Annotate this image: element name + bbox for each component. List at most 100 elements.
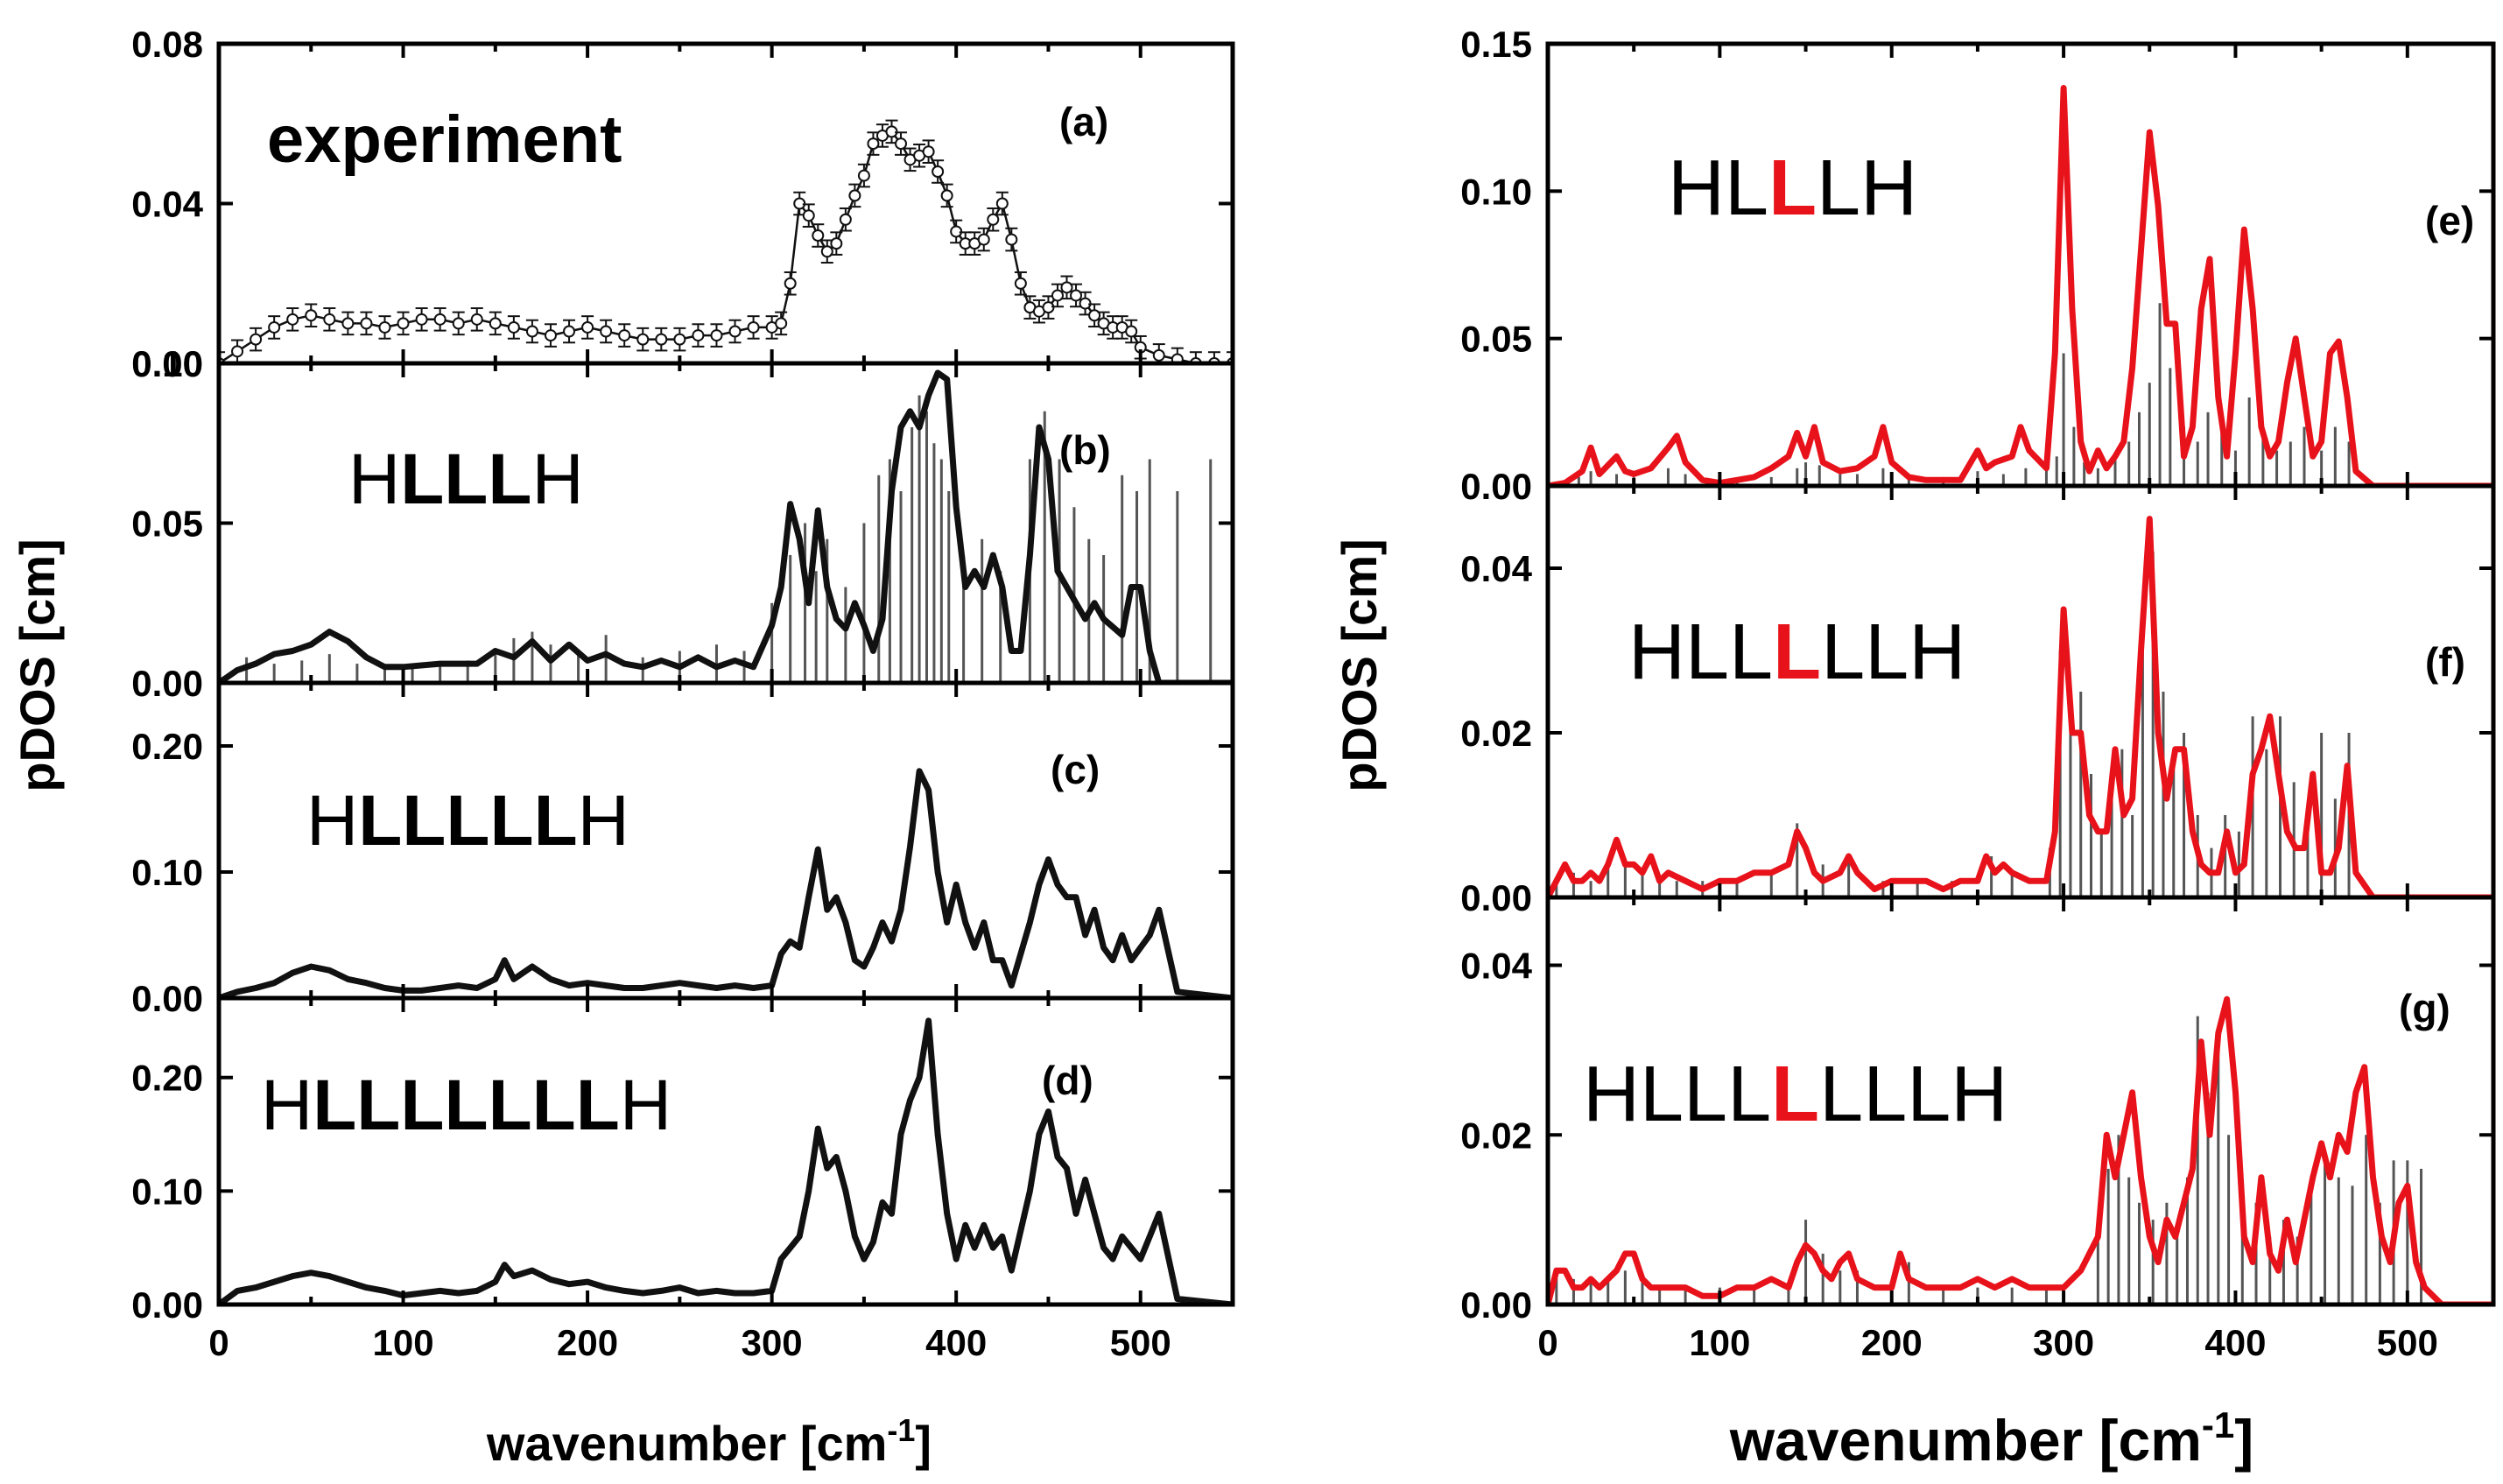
- panel-d-title-part: LLLLLLL: [313, 1066, 620, 1145]
- panel-c-tag: (c): [1051, 747, 1100, 792]
- panel-g-title: HLLLLLLLH: [1583, 1051, 2007, 1138]
- panel-d-ytick-label: 0.00: [131, 1284, 203, 1326]
- panel-a-tag: (a): [1059, 99, 1108, 144]
- panel-a-data-point: [470, 313, 483, 326]
- panel-a-data-point: [452, 317, 465, 330]
- panel-e-title-part: HL: [1668, 144, 1768, 232]
- panel-a-ytick-label: 0.08: [131, 24, 203, 65]
- panel-g-series-line: [1548, 995, 2493, 1305]
- panel-a-data-point: [710, 329, 723, 342]
- panel-a-data-point: [323, 313, 336, 326]
- panel-a-ytick-label: 0.04: [131, 184, 203, 225]
- panel-a-data-point: [995, 197, 1009, 210]
- panel-a-data-point: [378, 320, 391, 334]
- panel-d-xtick-label: 0: [208, 1322, 229, 1363]
- right-xlabel-end: ]: [2234, 1408, 2253, 1473]
- panel-e-ytick-label: 0.10: [1460, 171, 1532, 212]
- right-xlabel-sup: -1: [2202, 1404, 2234, 1445]
- panel-g-xtick-label: 400: [2204, 1322, 2266, 1363]
- panel-a-data-point: [1060, 281, 1073, 294]
- panel-b-ytick-label: 0.05: [131, 503, 203, 545]
- panel-b-title-part: LLL: [400, 440, 531, 519]
- panel-g-xtick-label: 200: [1861, 1322, 1923, 1363]
- right-xlabel-main: wavenumber [cm: [1729, 1408, 2202, 1473]
- panel-a-data-point: [932, 165, 945, 178]
- panel-a-data-point: [775, 317, 788, 330]
- panel-c-ytick-label: 0.00: [131, 978, 203, 1019]
- panel-a-data-point: [1070, 289, 1083, 302]
- panel-a-data-point: [655, 333, 668, 346]
- panel-a-data-point: [728, 325, 742, 338]
- panel-a-title: experiment: [267, 102, 622, 177]
- panel-a-data-point: [977, 233, 990, 246]
- panel-c: 0.00 0.10 0.20 (c) HLLLLLH: [131, 680, 1235, 1019]
- right-ylabel: pDOS [cm]: [1332, 538, 1387, 791]
- panel-a-data-point: [544, 329, 557, 342]
- panel-d-tag: (d): [1042, 1058, 1093, 1103]
- panel-d-xtick-label: 400: [925, 1322, 987, 1363]
- panel-d-title-part: H: [261, 1066, 313, 1145]
- panel-d-ytick-label: 0.20: [131, 1058, 203, 1099]
- left-xlabel-main: wavenumber [cm: [486, 1416, 888, 1471]
- panel-g-title-part: L: [1771, 1051, 1819, 1138]
- panel-c-series-line: [219, 768, 1233, 998]
- panel-d-xtick-label: 300: [742, 1322, 803, 1363]
- panel-b-tag: (b): [1059, 427, 1111, 473]
- panel-b-series-line: [219, 369, 1233, 683]
- panel-b-title-part: H: [532, 440, 584, 519]
- panel-a-data-point: [802, 209, 815, 222]
- panel-a-data-point: [1014, 277, 1027, 290]
- panel-d-xtick-label: 200: [557, 1322, 618, 1363]
- panel-b-frame: [216, 361, 1235, 686]
- panel-a-data-point: [848, 189, 861, 202]
- panel-g-xtick-label: 300: [2033, 1322, 2094, 1363]
- panel-a-data-point: [563, 325, 576, 338]
- panel-f: 0.00 0.02 0.04 (f) HLLLLLH: [1460, 483, 2496, 918]
- panel-e-ytick-label: 0.15: [1460, 24, 1532, 65]
- panel-d-xtick-label: 500: [1110, 1322, 1171, 1363]
- panel-g-tag: (g): [2399, 986, 2450, 1031]
- panel-c-title: HLLLLLH: [306, 781, 629, 861]
- panel-g-ytick-label: 0.02: [1460, 1115, 1532, 1156]
- panel-f-series-line: [1548, 516, 2493, 897]
- panel-a-data-point: [830, 237, 843, 250]
- panel-d-ytick-label: 0.10: [131, 1171, 203, 1212]
- panel-a-data-point: [231, 345, 244, 358]
- panel-a-data-point: [525, 325, 538, 338]
- panel-a-data-point: [820, 245, 833, 258]
- panel-a-data-point: [600, 325, 613, 338]
- panel-a-data-point: [433, 313, 446, 326]
- panel-f-title-part: LLH: [1821, 608, 1965, 696]
- panels-layer: 0.00 0.04 0.08 (a) experiment 0.00 0.05 0.10 (b)…: [131, 24, 2496, 1363]
- panel-f-ytick-label: 0.02: [1460, 713, 1532, 754]
- panel-b-title-part: H: [348, 440, 400, 519]
- panel-a-data-point: [618, 329, 631, 342]
- panel-a-data-point: [636, 333, 650, 346]
- panel-d-title-part: H: [620, 1066, 671, 1145]
- panel-c-title-part: H: [578, 781, 629, 861]
- panel-g-title-part: LLLH: [1819, 1051, 2007, 1138]
- panel-g-title-part: HLLL: [1583, 1051, 1771, 1138]
- panel-a-title-part: experiment: [267, 102, 622, 177]
- panel-a-data-point: [839, 213, 852, 226]
- panel-f-ytick-label: 0.00: [1460, 877, 1532, 918]
- panel-a-data-point: [784, 277, 797, 290]
- panel-e-ytick-label: 0.00: [1460, 466, 1532, 507]
- panel-a-data-point: [747, 320, 760, 334]
- panel-a-data-point: [489, 317, 502, 330]
- panel-c-ytick-label: 0.20: [131, 726, 203, 767]
- panel-c-title-part: H: [306, 781, 358, 861]
- panel-b: 0.00 0.05 0.10 (b) HLLLH: [131, 343, 1235, 704]
- panel-e-tag: (e): [2425, 198, 2474, 243]
- panel-f-ytick-label: 0.04: [1460, 548, 1532, 589]
- panel-a-data-point: [581, 320, 594, 334]
- panel-e-series-line: [1548, 85, 2493, 486]
- panel-c-ytick-label: 0.10: [131, 852, 203, 893]
- panel-a-data-point: [1171, 353, 1184, 363]
- panel-g-ytick-label: 0.04: [1460, 946, 1532, 987]
- panel-f-title-part: L: [1773, 608, 1821, 696]
- panel-c-title-part: LLLLL: [358, 781, 577, 861]
- panel-a-data-point: [692, 329, 705, 342]
- panel-a-data-point: [415, 313, 428, 326]
